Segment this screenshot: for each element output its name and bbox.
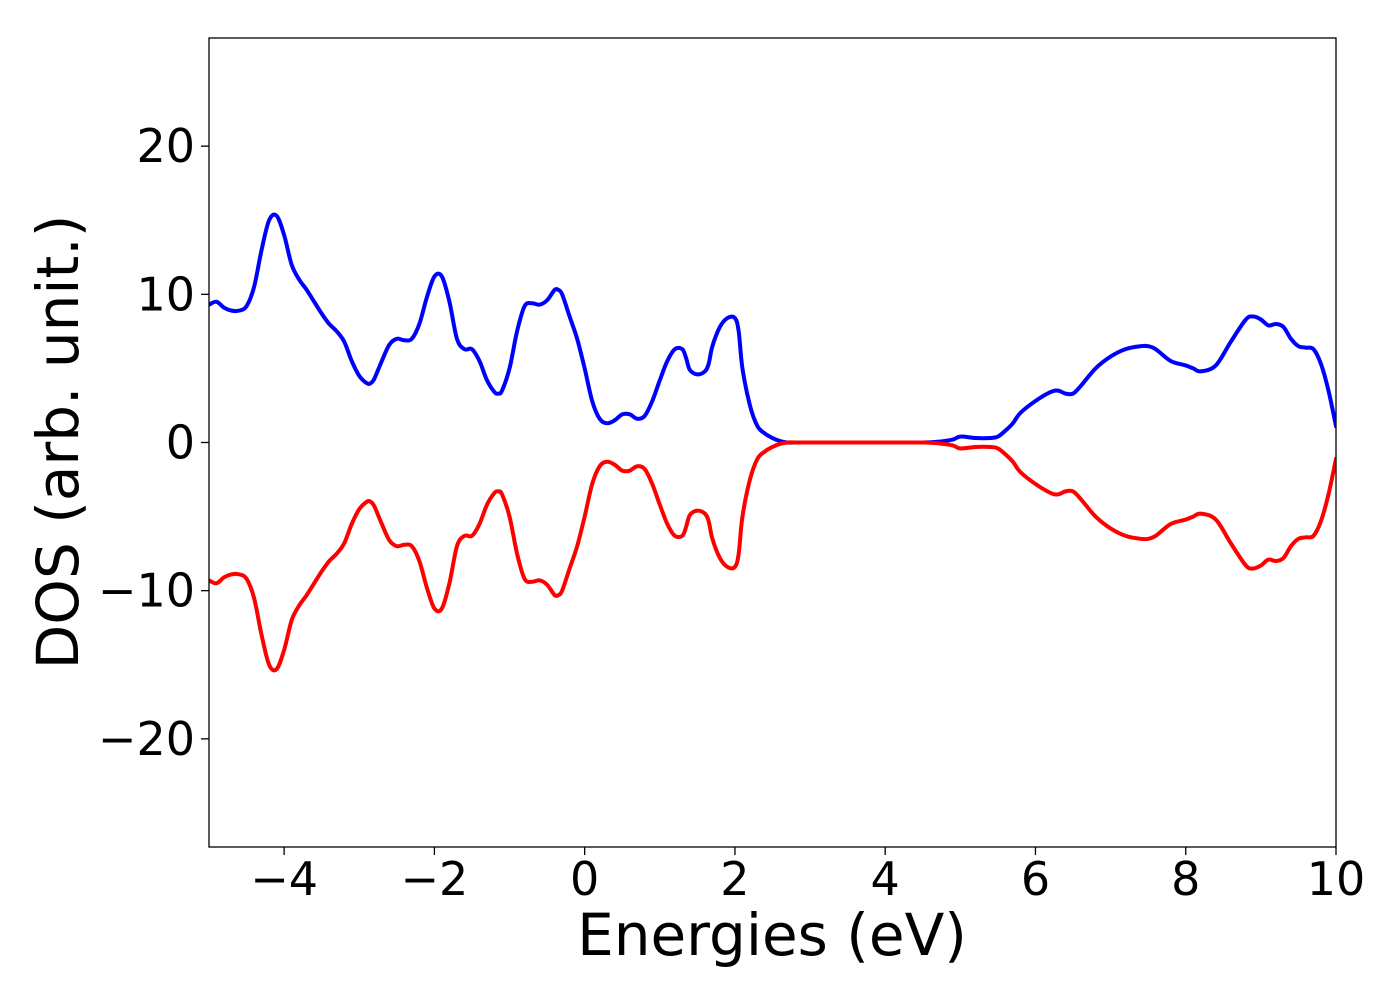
x-tick-label: 4 <box>871 852 900 906</box>
y-tick-label: 20 <box>136 119 195 173</box>
x-tick-label: 8 <box>1171 852 1200 906</box>
x-tick-label: −2 <box>400 852 468 906</box>
plot-layer <box>209 212 1336 673</box>
dos-spin-down-line <box>209 440 1336 673</box>
x-tick-label: −4 <box>250 852 318 906</box>
x-tick-label: 0 <box>570 852 599 906</box>
x-tick-label: 2 <box>720 852 749 906</box>
y-axis-title: DOS (arb. unit.) <box>24 215 92 670</box>
series-lines <box>209 212 1336 673</box>
dos-spin-up-line <box>209 212 1336 445</box>
x-axis-title: Energies (eV) <box>577 901 967 969</box>
x-tick-label: 6 <box>1021 852 1050 906</box>
y-tick-label: 0 <box>166 416 195 470</box>
y-tick-label: −20 <box>98 712 195 766</box>
x-tick-label: 10 <box>1307 852 1366 906</box>
y-tick-label: −10 <box>98 564 195 618</box>
y-tick-label: 10 <box>136 267 195 321</box>
